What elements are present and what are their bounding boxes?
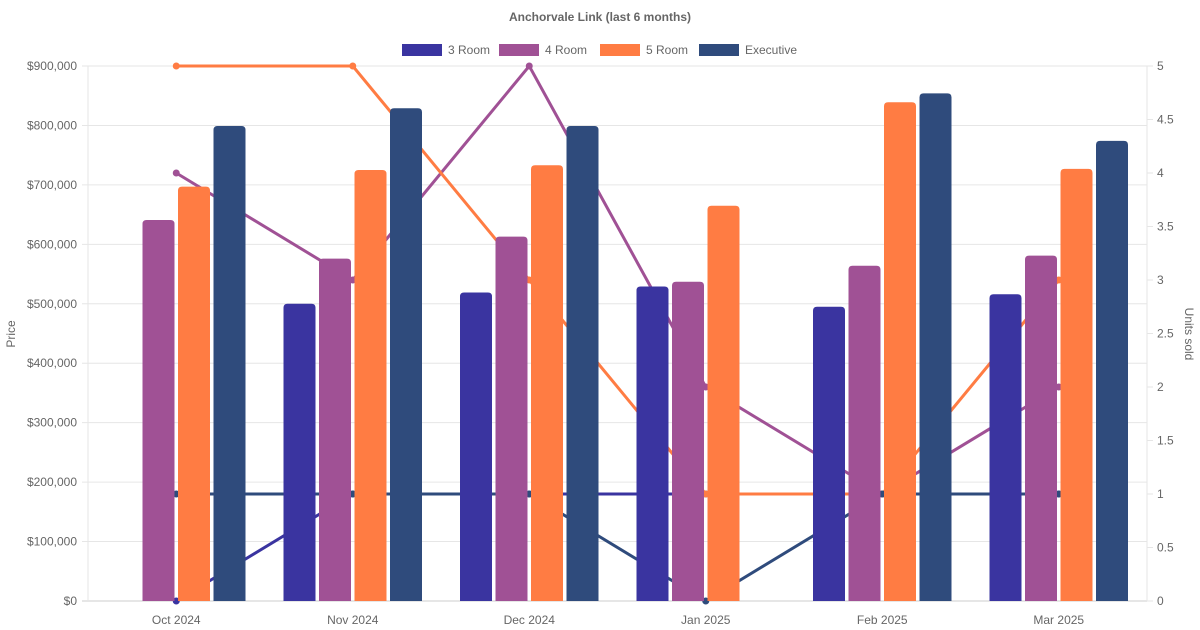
bar-5-room [1060, 168, 1093, 602]
y-tick-label: $300,000 [27, 416, 77, 430]
legend-swatch [402, 44, 442, 56]
x-tick-label: Nov 2024 [327, 613, 379, 627]
legend-label: 3 Room [448, 43, 490, 57]
bar-executive [390, 108, 422, 601]
y2-tick-label: 3.5 [1157, 220, 1174, 234]
bar-series [142, 93, 1128, 602]
legend-swatch [699, 44, 739, 56]
y-tick-label: $900,000 [27, 59, 77, 73]
y-tick-label: $600,000 [27, 237, 77, 251]
bar-4-room [1025, 255, 1057, 601]
bar-executive [1096, 140, 1128, 601]
bar-3-room [460, 292, 492, 601]
y2-tick-label: 3 [1157, 273, 1164, 287]
y-axis-title: Price [4, 320, 18, 348]
x-tick-label: Feb 2025 [857, 613, 908, 627]
y-axis-left: $0 $100,000 $200,000 $300,000 $400,000 $500,0… [27, 59, 77, 608]
line-point [172, 169, 180, 177]
bar-5-room [354, 170, 387, 601]
x-tick-label: Oct 2024 [152, 613, 201, 627]
y-tick-label: $700,000 [27, 178, 77, 192]
x-tick-label: Jan 2025 [681, 613, 731, 627]
y-tick-label: $400,000 [27, 356, 77, 370]
chart-title: Anchorvale Link (last 6 months) [509, 10, 691, 24]
y2-tick-label: 0 [1157, 594, 1164, 608]
y-tick-label: $800,000 [27, 118, 77, 132]
y2-tick-label: 1.5 [1157, 434, 1174, 448]
bar-4-room [495, 236, 528, 601]
bar-3-room [989, 294, 1022, 601]
y2-tick-label: 1 [1157, 487, 1164, 501]
bar-5-room [178, 186, 210, 601]
y2-tick-label: 4.5 [1157, 113, 1174, 127]
bar-3-room [283, 303, 316, 601]
bar-executive [213, 126, 246, 602]
legend-label: 5 Room [646, 43, 688, 57]
bar-5-room [531, 165, 563, 601]
bar-4-room [142, 219, 175, 601]
legend-label: 4 Room [545, 43, 587, 57]
y-tick-label: $500,000 [27, 297, 77, 311]
bar-4-room [848, 265, 881, 601]
line-point [172, 62, 180, 70]
y2-tick-label: 0.5 [1157, 541, 1174, 555]
y2-axis-title: Units sold [1182, 308, 1196, 361]
x-axis: Oct 2024 Nov 2024 Dec 2024 Jan 2025 Feb 2025… [152, 613, 1085, 627]
x-tick-label: Dec 2024 [504, 613, 556, 627]
bar-executive [919, 93, 952, 601]
grid [82, 65, 1148, 602]
bar-4-room [672, 281, 704, 601]
line-point [525, 62, 533, 70]
bar-5-room [707, 205, 740, 601]
y-axis-right: 0 0.5 1 1.5 2 2.5 3 3.5 4 4.5 5 [1147, 59, 1174, 608]
bar-executive [566, 126, 599, 602]
y-tick-label: $100,000 [27, 535, 77, 549]
legend-label: Executive [745, 43, 797, 57]
line-point [349, 62, 357, 70]
y-tick-label: $200,000 [27, 475, 77, 489]
y-tick-label: $0 [64, 594, 78, 608]
y2-tick-label: 2.5 [1157, 327, 1174, 341]
y2-tick-label: 2 [1157, 380, 1164, 394]
bar-5-room [884, 102, 916, 601]
legend-swatch [600, 44, 640, 56]
legend-swatch [499, 44, 539, 56]
y2-tick-label: 4 [1157, 166, 1164, 180]
bar-3-room [813, 306, 845, 601]
bar-4-room [319, 258, 351, 601]
y2-tick-label: 5 [1157, 59, 1164, 73]
x-tick-label: Mar 2025 [1033, 613, 1084, 627]
legend: 3 Room 4 Room 5 Room Executive [402, 43, 797, 57]
bar-3-room [636, 286, 669, 601]
